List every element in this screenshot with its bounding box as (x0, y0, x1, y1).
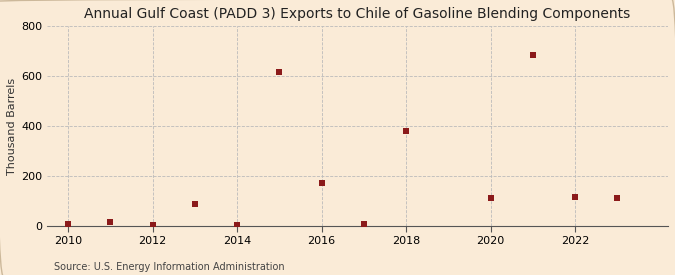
Title: Annual Gulf Coast (PADD 3) Exports to Chile of Gasoline Blending Components: Annual Gulf Coast (PADD 3) Exports to Ch… (84, 7, 630, 21)
Point (232, 223, 242, 227)
Point (358, 222, 369, 227)
Point (485, 196, 496, 200)
Point (612, 196, 623, 200)
Point (147, 223, 158, 227)
Point (401, 129, 412, 133)
Text: Source: U.S. Energy Information Administration: Source: U.S. Energy Information Administ… (54, 262, 285, 272)
Point (274, 70, 285, 75)
Point (190, 202, 200, 207)
Point (63, 222, 74, 227)
Y-axis label: Thousand Barrels: Thousand Barrels (7, 77, 17, 175)
Point (527, 53, 538, 57)
Point (570, 195, 580, 199)
Point (105, 220, 116, 224)
Point (317, 181, 327, 185)
